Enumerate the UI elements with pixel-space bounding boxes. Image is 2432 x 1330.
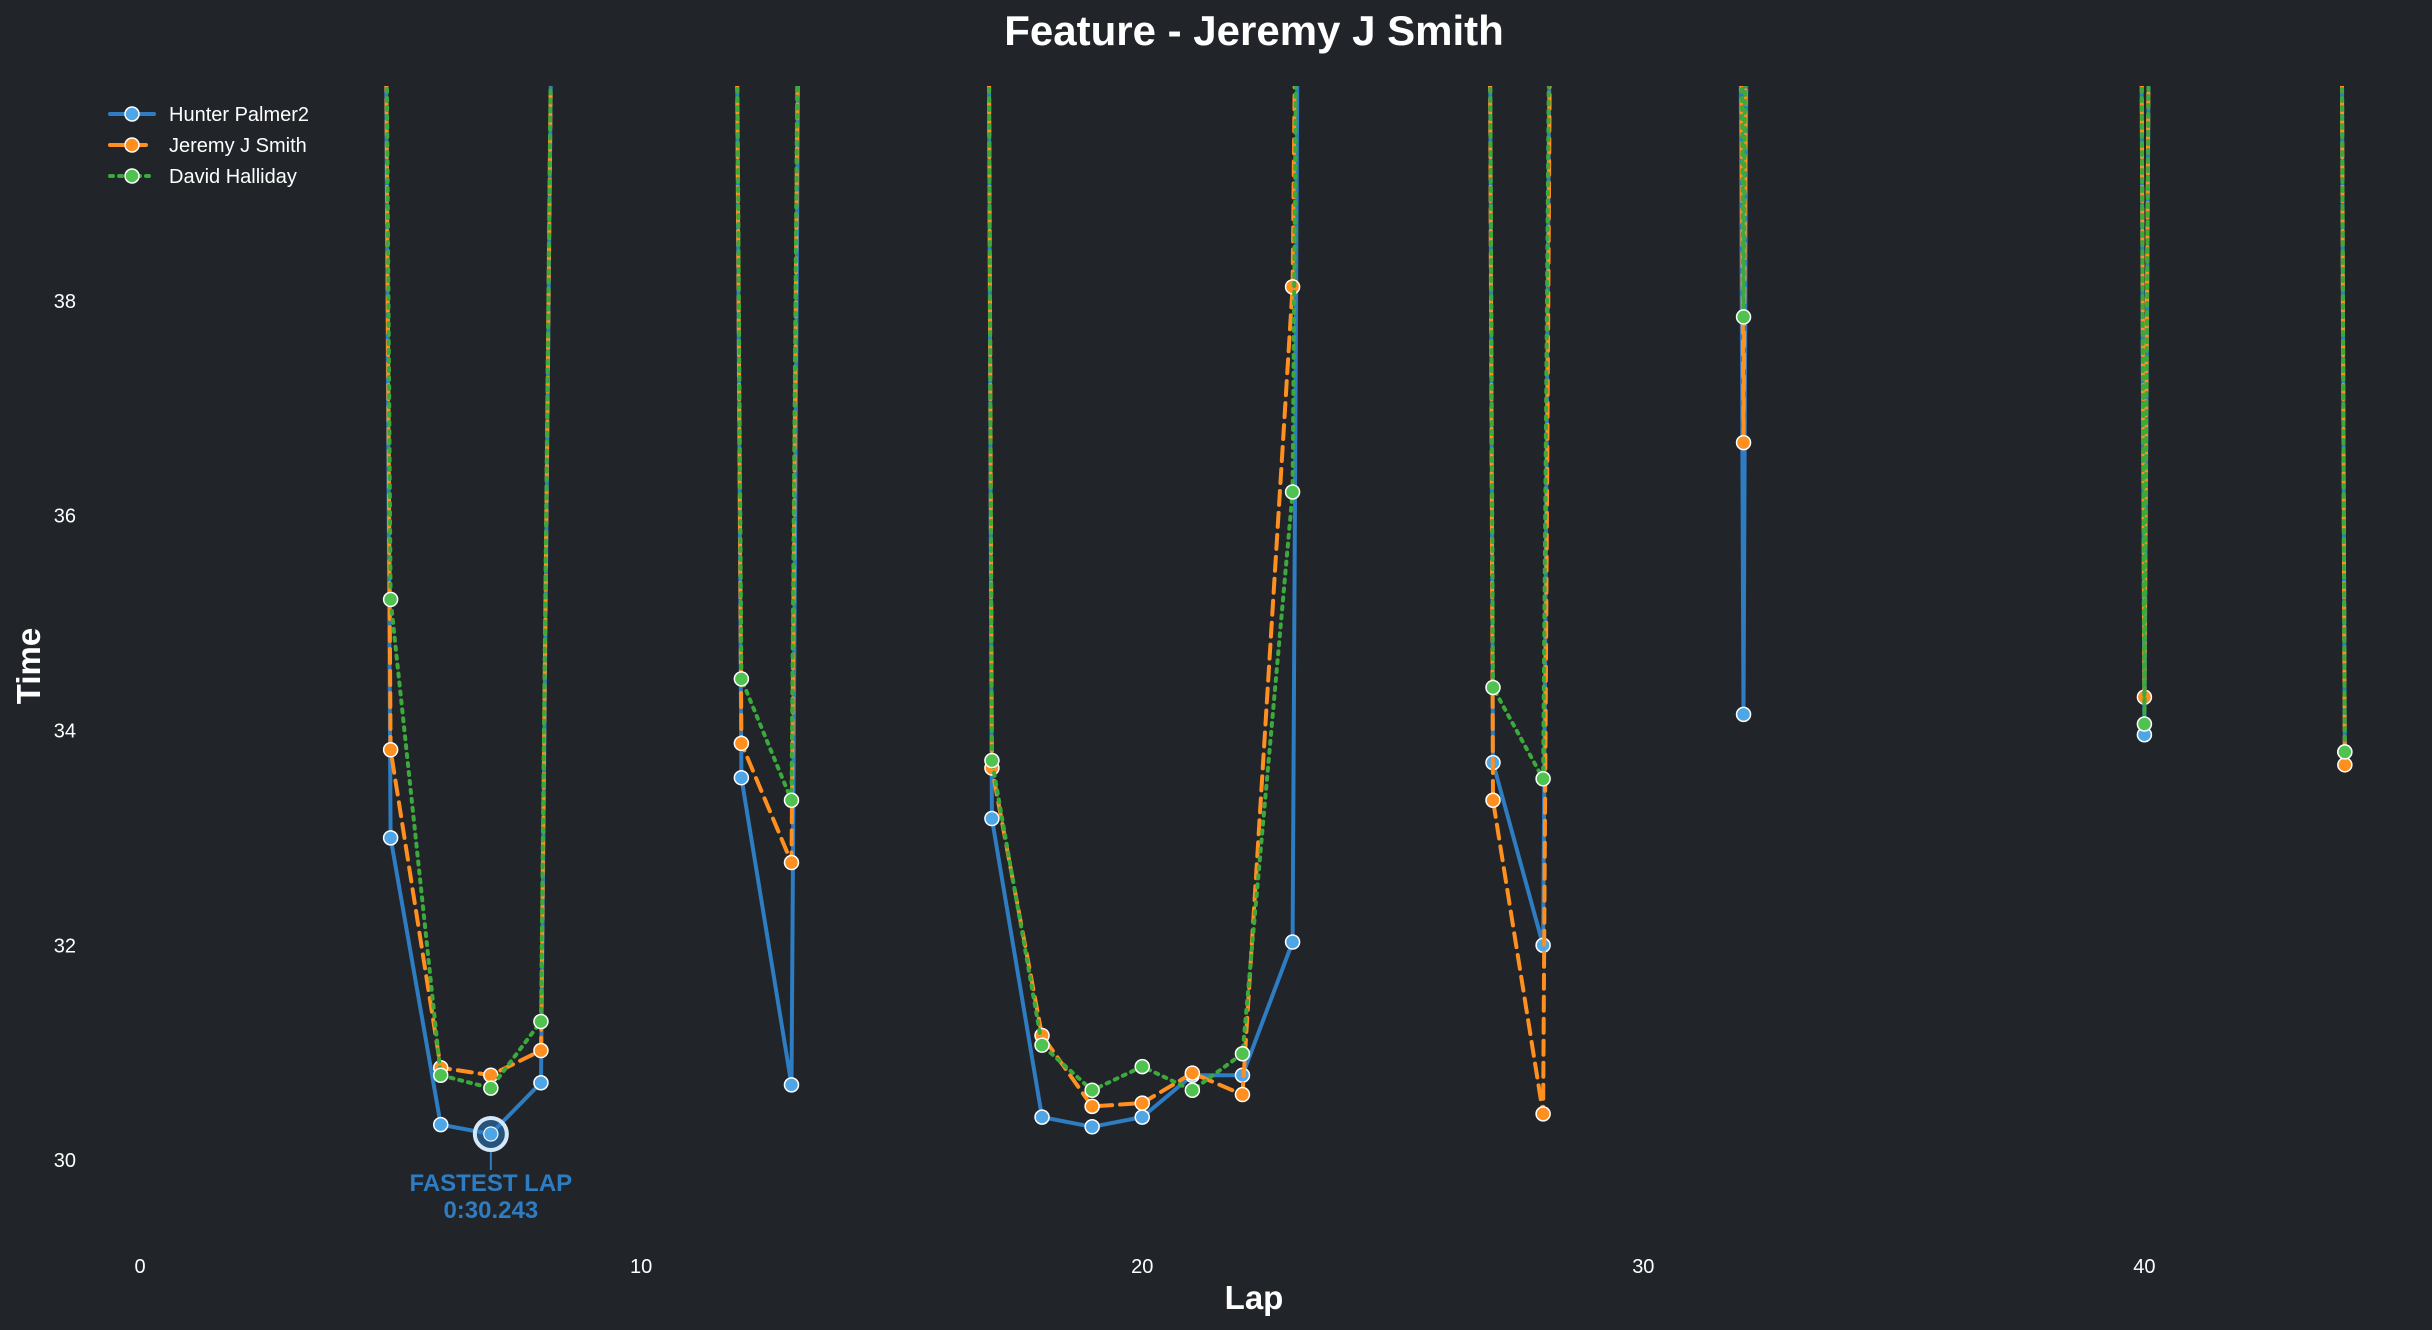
data-point: [1184, 1065, 1201, 1081]
data-point: [733, 769, 750, 786]
data-point: [1735, 309, 1752, 325]
data-point: [783, 792, 800, 809]
chart-title: Feature - Jeremy J Smith: [1004, 7, 1504, 54]
legend: Hunter Palmer2 Jeremy J Smith David Hallid…: [108, 104, 309, 188]
data-point: [533, 1013, 549, 1030]
data-point: [984, 752, 1000, 769]
data-point: [483, 1067, 499, 1083]
y-tick-label: 38: [54, 291, 76, 313]
data-point: [733, 735, 750, 752]
legend-label: Jeremy J Smith: [169, 135, 307, 157]
data-point: [2337, 757, 2353, 773]
x-tick-label: 0: [135, 1256, 146, 1278]
data-point: [382, 742, 399, 758]
y-tick-label: 34: [54, 720, 76, 742]
data-point: [1535, 771, 1551, 787]
data-point: [1535, 1106, 1551, 1122]
x-tick-label: 10: [630, 1256, 652, 1278]
data-point: [1134, 1095, 1150, 1111]
data-point: [432, 1067, 449, 1083]
data-point: [483, 1080, 499, 1096]
data-point: [382, 830, 399, 846]
data-point: [382, 591, 399, 608]
series-jeremy-j-smith: [382, 86, 2353, 1122]
series-david-halliday: [382, 86, 2353, 1099]
data-point: [1134, 1058, 1150, 1075]
legend-label: David Halliday: [169, 166, 297, 188]
data-point: [432, 1116, 449, 1133]
series-layer: [382, 86, 2353, 1142]
data-point: [1485, 792, 1501, 809]
data-point: [1284, 484, 1301, 500]
annotation-text: FASTEST LAP: [409, 1170, 572, 1197]
data-point: [733, 671, 750, 687]
x-tick-label: 20: [1131, 1256, 1153, 1278]
data-point: [1084, 1098, 1100, 1115]
data-point: [1134, 1109, 1150, 1125]
data-point: [533, 1074, 549, 1091]
x-tick-label: 30: [1632, 1256, 1654, 1278]
data-point: [1234, 1045, 1251, 1062]
y-axis-label: Time: [10, 628, 47, 704]
axis-ticks: 0 10 20 30 40 30 32 34 36 38: [54, 291, 2156, 1278]
data-point: [1034, 1109, 1050, 1125]
data-point: [1735, 706, 1752, 723]
data-point: [1735, 434, 1752, 451]
legend-marker: [124, 168, 140, 184]
data-point: [783, 854, 800, 871]
data-point: [1034, 1037, 1050, 1053]
data-point: [2136, 716, 2153, 732]
x-tick-label: 40: [2133, 1256, 2155, 1278]
annotation-text: 0:30.243: [443, 1197, 538, 1224]
data-point: [1084, 1119, 1100, 1135]
y-tick-label: 36: [54, 506, 76, 528]
y-tick-label: 30: [54, 1150, 76, 1172]
data-point: [783, 1077, 800, 1093]
legend-label: Hunter Palmer2: [169, 104, 309, 126]
legend-marker: [124, 106, 140, 122]
data-point: [533, 1042, 549, 1059]
y-tick-label: 32: [54, 935, 76, 957]
data-point: [984, 810, 1000, 827]
data-point: [1284, 934, 1301, 950]
fastest-lap-point: [483, 1126, 499, 1142]
legend-marker: [124, 137, 140, 153]
data-point: [1485, 679, 1501, 696]
x-axis-label: Lap: [1225, 1279, 1284, 1316]
data-point: [1184, 1082, 1201, 1099]
data-point: [1234, 1086, 1251, 1103]
data-point: [1084, 1082, 1100, 1099]
data-point: [2337, 744, 2353, 760]
